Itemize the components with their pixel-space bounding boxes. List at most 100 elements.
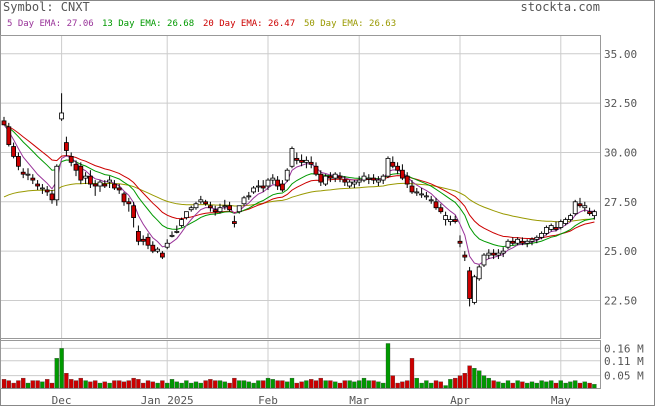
candle-body bbox=[88, 175, 93, 185]
candle-body bbox=[544, 227, 549, 234]
volume-bar bbox=[414, 377, 419, 389]
volume-bar bbox=[544, 381, 549, 389]
volume-bar bbox=[275, 380, 280, 389]
volume-bar bbox=[73, 380, 79, 389]
ema-13-line bbox=[3, 124, 595, 248]
volume-bar bbox=[381, 382, 386, 389]
volume-bar bbox=[525, 382, 530, 389]
candle-body bbox=[568, 215, 573, 220]
volume-bar bbox=[486, 377, 491, 389]
candle-body bbox=[279, 183, 285, 191]
volume-tick-label: 0.05 M bbox=[604, 370, 644, 383]
candle-body bbox=[155, 248, 161, 252]
candle-body bbox=[174, 231, 180, 233]
candle-body bbox=[246, 195, 252, 198]
candle-body bbox=[481, 254, 487, 266]
candle-body bbox=[327, 175, 333, 179]
price-panel bbox=[0, 35, 601, 339]
volume-bar bbox=[309, 379, 314, 389]
price-tick-label: 27.50 bbox=[604, 196, 637, 209]
candle-body bbox=[6, 126, 12, 145]
candle-body bbox=[217, 207, 223, 213]
price-tick-label: 22.50 bbox=[604, 294, 637, 307]
volume-bar bbox=[342, 380, 347, 389]
candle-body bbox=[409, 185, 415, 193]
candle-body bbox=[284, 169, 290, 181]
candle-body bbox=[188, 207, 194, 211]
candle-body bbox=[443, 215, 449, 220]
candle-body bbox=[505, 240, 511, 248]
candle-body bbox=[64, 142, 69, 151]
ema-50-line bbox=[3, 182, 595, 223]
volume-bar bbox=[419, 382, 424, 389]
candle-body bbox=[135, 231, 141, 242]
volume-bar bbox=[501, 382, 506, 389]
candle-body bbox=[553, 227, 559, 230]
candle-body bbox=[452, 219, 458, 222]
candle-body bbox=[92, 183, 98, 187]
candle-body bbox=[462, 254, 468, 258]
volume-bar bbox=[88, 381, 93, 389]
volume-bar bbox=[424, 380, 429, 389]
date-axis: Dec Jan 2025 Feb Mar Apr May bbox=[52, 394, 571, 406]
candle-body bbox=[212, 209, 218, 213]
volume-bar bbox=[184, 380, 189, 389]
volume-bar bbox=[49, 382, 55, 389]
candle-body bbox=[121, 193, 127, 203]
candle-body bbox=[399, 169, 405, 179]
volume-bar bbox=[433, 380, 439, 389]
candle-body bbox=[495, 252, 501, 256]
candle-body bbox=[592, 211, 597, 217]
candle-body bbox=[294, 157, 300, 161]
volume-tick-label: 0.16 M bbox=[604, 342, 644, 355]
price-axis: 35.00 32.50 30.00 27.50 25.00 22.50 bbox=[604, 48, 637, 308]
volume-bar bbox=[155, 382, 160, 389]
volume-bar bbox=[237, 380, 242, 389]
candle-body bbox=[193, 203, 199, 209]
candle-body bbox=[457, 240, 463, 244]
volume-bar bbox=[69, 379, 74, 389]
candle-body bbox=[236, 205, 242, 213]
volume-bar bbox=[357, 380, 362, 389]
candle-body bbox=[140, 238, 146, 242]
volume-bar bbox=[64, 373, 69, 389]
candle-body bbox=[112, 183, 117, 189]
volume-bar bbox=[457, 375, 463, 389]
candle-body bbox=[356, 179, 362, 183]
candle-body bbox=[486, 252, 492, 256]
candle-body bbox=[563, 219, 568, 224]
volume-bar bbox=[141, 382, 146, 389]
candle-body bbox=[524, 240, 530, 244]
volume-bar bbox=[549, 380, 554, 389]
candle-body bbox=[20, 171, 26, 175]
volume-bars bbox=[1, 343, 597, 389]
volume-bar bbox=[121, 381, 127, 389]
volume-bar bbox=[160, 380, 165, 389]
volume-bar bbox=[563, 382, 568, 389]
volume-bar bbox=[405, 380, 410, 389]
candle-body bbox=[558, 221, 564, 228]
volume-bar bbox=[136, 379, 141, 389]
volume-bar bbox=[93, 380, 98, 389]
volume-bar bbox=[529, 381, 535, 389]
candle-body bbox=[145, 236, 151, 246]
candle-body bbox=[59, 112, 64, 120]
candle-body bbox=[78, 165, 84, 181]
volume-bar bbox=[78, 377, 83, 389]
candle-body bbox=[476, 266, 482, 280]
candle-body bbox=[404, 175, 410, 185]
candle-body bbox=[471, 276, 477, 303]
volume-bar bbox=[477, 370, 482, 389]
volume-bar bbox=[429, 382, 434, 389]
volume-bar bbox=[328, 380, 333, 389]
volume-bar bbox=[534, 382, 539, 389]
volume-bar bbox=[558, 380, 563, 389]
date-tick-label: Mar bbox=[349, 394, 369, 406]
candle-body bbox=[323, 175, 329, 185]
candle-body bbox=[467, 270, 473, 299]
volume-bar bbox=[241, 380, 247, 389]
candle-body bbox=[515, 238, 520, 244]
candle-body bbox=[577, 203, 583, 207]
candle-body bbox=[491, 252, 497, 256]
